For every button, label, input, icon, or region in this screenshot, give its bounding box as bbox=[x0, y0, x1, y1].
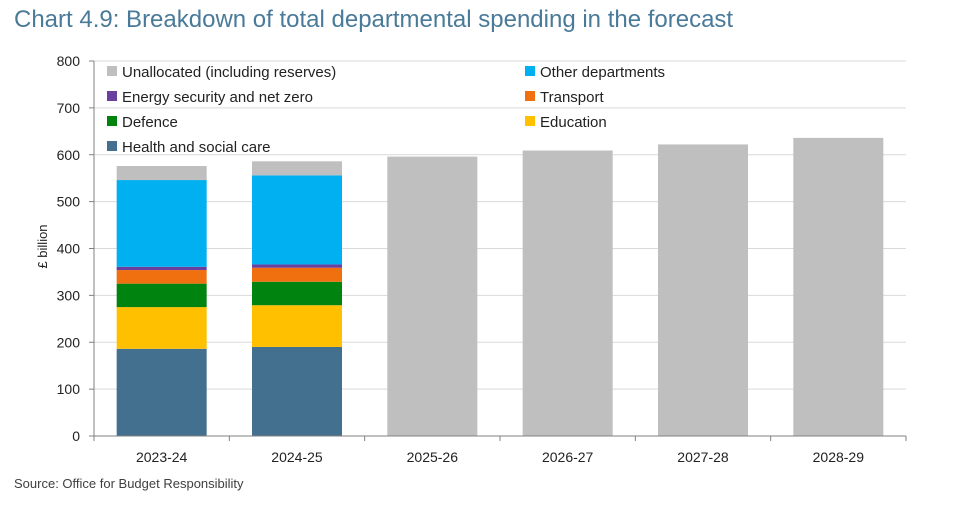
bar-segment bbox=[793, 137, 884, 436]
axes: 0 100 200 300 400 500 600 700 800 2023-24 2024-25 2… bbox=[57, 53, 907, 465]
legend-swatch bbox=[107, 91, 117, 101]
y-tick-label: 800 bbox=[57, 53, 81, 69]
bar-segment bbox=[116, 266, 207, 271]
legend-label: Health and social care bbox=[122, 139, 270, 156]
y-tick-label: 400 bbox=[57, 241, 81, 257]
stacked-bar-chart: 0 100 200 300 400 500 600 700 800 2023-24 2024-25 2… bbox=[35, 53, 907, 465]
legend-swatch bbox=[107, 141, 117, 151]
chart-title: Chart 4.9: Breakdown of total department… bbox=[14, 6, 734, 33]
legend-label: Transport bbox=[540, 89, 604, 106]
y-tick-label: 200 bbox=[57, 334, 81, 350]
legend-label: Defence bbox=[122, 114, 178, 131]
bar-segment bbox=[252, 346, 342, 436]
bars bbox=[116, 137, 884, 436]
bar-segment bbox=[116, 283, 207, 308]
bar-segment bbox=[116, 180, 207, 267]
y-tick-label: 500 bbox=[57, 194, 81, 210]
bar-segment bbox=[658, 144, 748, 436]
bar-segment bbox=[522, 150, 613, 436]
x-tick-label: 2026-27 bbox=[542, 449, 594, 465]
bar-segment bbox=[252, 305, 342, 347]
legend-swatch bbox=[525, 66, 535, 76]
bar-segment bbox=[116, 166, 207, 181]
bar-segment bbox=[252, 161, 342, 176]
y-axis-label: £ billion bbox=[35, 224, 50, 268]
bar-segment bbox=[387, 156, 478, 436]
legend-label: Energy security and net zero bbox=[122, 89, 313, 106]
legend-label: Other departments bbox=[540, 64, 665, 81]
x-tick-label: 2024-25 bbox=[271, 449, 323, 465]
x-tick-label: 2028-29 bbox=[813, 449, 865, 465]
legend-swatch bbox=[107, 66, 117, 76]
bar-segment bbox=[116, 307, 207, 349]
y-tick-label: 700 bbox=[57, 100, 81, 116]
y-tick-label: 600 bbox=[57, 147, 81, 163]
x-tick-label: 2025-26 bbox=[407, 449, 459, 465]
bar-segment bbox=[252, 267, 342, 282]
legend-label: Unallocated (including reserves) bbox=[122, 64, 336, 81]
legend-swatch bbox=[525, 116, 535, 126]
y-tick-label: 0 bbox=[72, 428, 80, 444]
bar-segment bbox=[116, 270, 207, 284]
legend-swatch bbox=[525, 91, 535, 101]
bar-segment bbox=[252, 264, 342, 268]
bar-segment bbox=[116, 348, 207, 436]
bar-segment bbox=[252, 175, 342, 265]
legend: Unallocated (including reserves) Other de… bbox=[107, 64, 665, 156]
source-note: Source: Office for Budget Responsibility bbox=[14, 476, 244, 491]
y-tick-label: 300 bbox=[57, 287, 81, 303]
bar-segment bbox=[252, 281, 342, 306]
x-tick-label: 2027-28 bbox=[677, 449, 729, 465]
legend-label: Education bbox=[540, 114, 607, 131]
gridlines bbox=[94, 60, 906, 390]
x-tick-label: 2023-24 bbox=[136, 449, 188, 465]
legend-swatch bbox=[107, 116, 117, 126]
y-tick-label: 100 bbox=[57, 381, 81, 397]
